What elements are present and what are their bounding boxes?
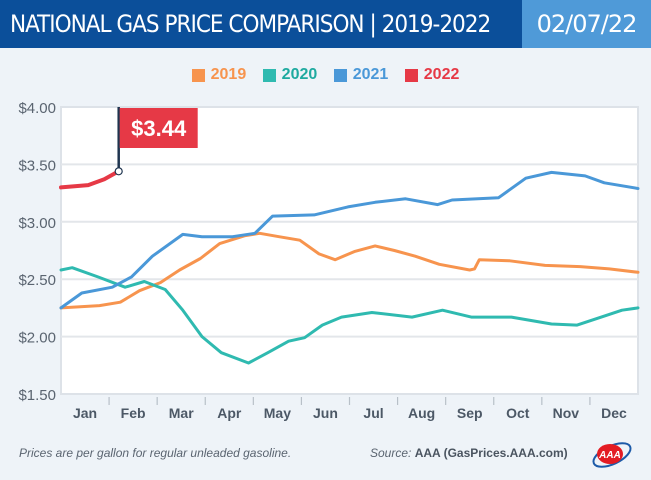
x-tick-label: Jun xyxy=(313,405,338,421)
source-link: AAA (GasPrices.AAA.com) xyxy=(414,446,568,460)
x-tick-label: Mar xyxy=(169,405,194,421)
x-tick-label: Apr xyxy=(217,405,242,421)
aaa-logo: AAA xyxy=(592,442,632,468)
y-tick-label: $3.00 xyxy=(18,215,56,232)
x-tick-label: May xyxy=(264,405,291,421)
x-tick-label: Oct xyxy=(506,405,530,421)
date-badge: 02/07/22 xyxy=(522,0,651,48)
header-title-bar: NATIONAL GAS PRICE COMPARISON | 2019-202… xyxy=(0,0,522,48)
legend-label: 2021 xyxy=(352,66,389,83)
annotation-label: $3.44 xyxy=(131,116,187,141)
legend-swatch xyxy=(404,68,418,82)
svg-text:AAA: AAA xyxy=(598,450,621,461)
x-tick-label: Aug xyxy=(408,405,435,421)
chart-subtitle: | 2019-2022 xyxy=(369,10,491,38)
series-line-2019 xyxy=(59,231,640,310)
legend-item-2020: 2020 xyxy=(262,66,318,84)
x-tick-label: Feb xyxy=(121,405,146,421)
x-tick-label: Jan xyxy=(73,405,97,421)
y-tick-label: $3.50 xyxy=(18,157,56,174)
x-tick-label: Dec xyxy=(601,405,627,421)
legend-item-2019: 2019 xyxy=(191,66,247,84)
footnote: Prices are per gallon for regular unlead… xyxy=(19,446,292,460)
plot-area xyxy=(60,106,639,395)
legend-item-2022: 2022 xyxy=(404,66,460,84)
legend-swatch xyxy=(333,68,347,82)
y-tick-label: $1.50 xyxy=(18,387,56,404)
legend-label: 2020 xyxy=(281,66,318,83)
series-line-2020 xyxy=(59,266,640,365)
legend: 2019 2020 2021 2022 xyxy=(0,66,651,87)
legend-item-2021: 2021 xyxy=(333,66,389,84)
legend-swatch xyxy=(262,68,276,82)
series-line-2021 xyxy=(59,170,640,310)
chart-title: NATIONAL GAS PRICE COMPARISON xyxy=(10,10,365,38)
source-note: Source: AAA (GasPrices.AAA.com) xyxy=(370,446,568,460)
series-line-2022 xyxy=(59,169,121,190)
x-tick-label: Sep xyxy=(457,405,483,421)
annotation-marker xyxy=(114,167,123,176)
x-tick-label: Nov xyxy=(553,405,580,421)
source-label: Source: xyxy=(370,446,412,460)
annotation-label-box xyxy=(119,108,198,148)
x-tick-label: Jul xyxy=(363,405,383,421)
legend-label: 2022 xyxy=(423,66,460,83)
legend-label: 2019 xyxy=(210,66,247,83)
price-chart: $4.00 $3.50 $3.00 $2.50 $2.00 $1.50 Jan Feb Mar… xyxy=(18,100,640,421)
legend-swatch xyxy=(191,68,205,82)
y-tick-label: $4.00 xyxy=(18,100,56,117)
y-tick-label: $2.00 xyxy=(18,330,56,347)
y-tick-label: $2.50 xyxy=(18,272,56,289)
